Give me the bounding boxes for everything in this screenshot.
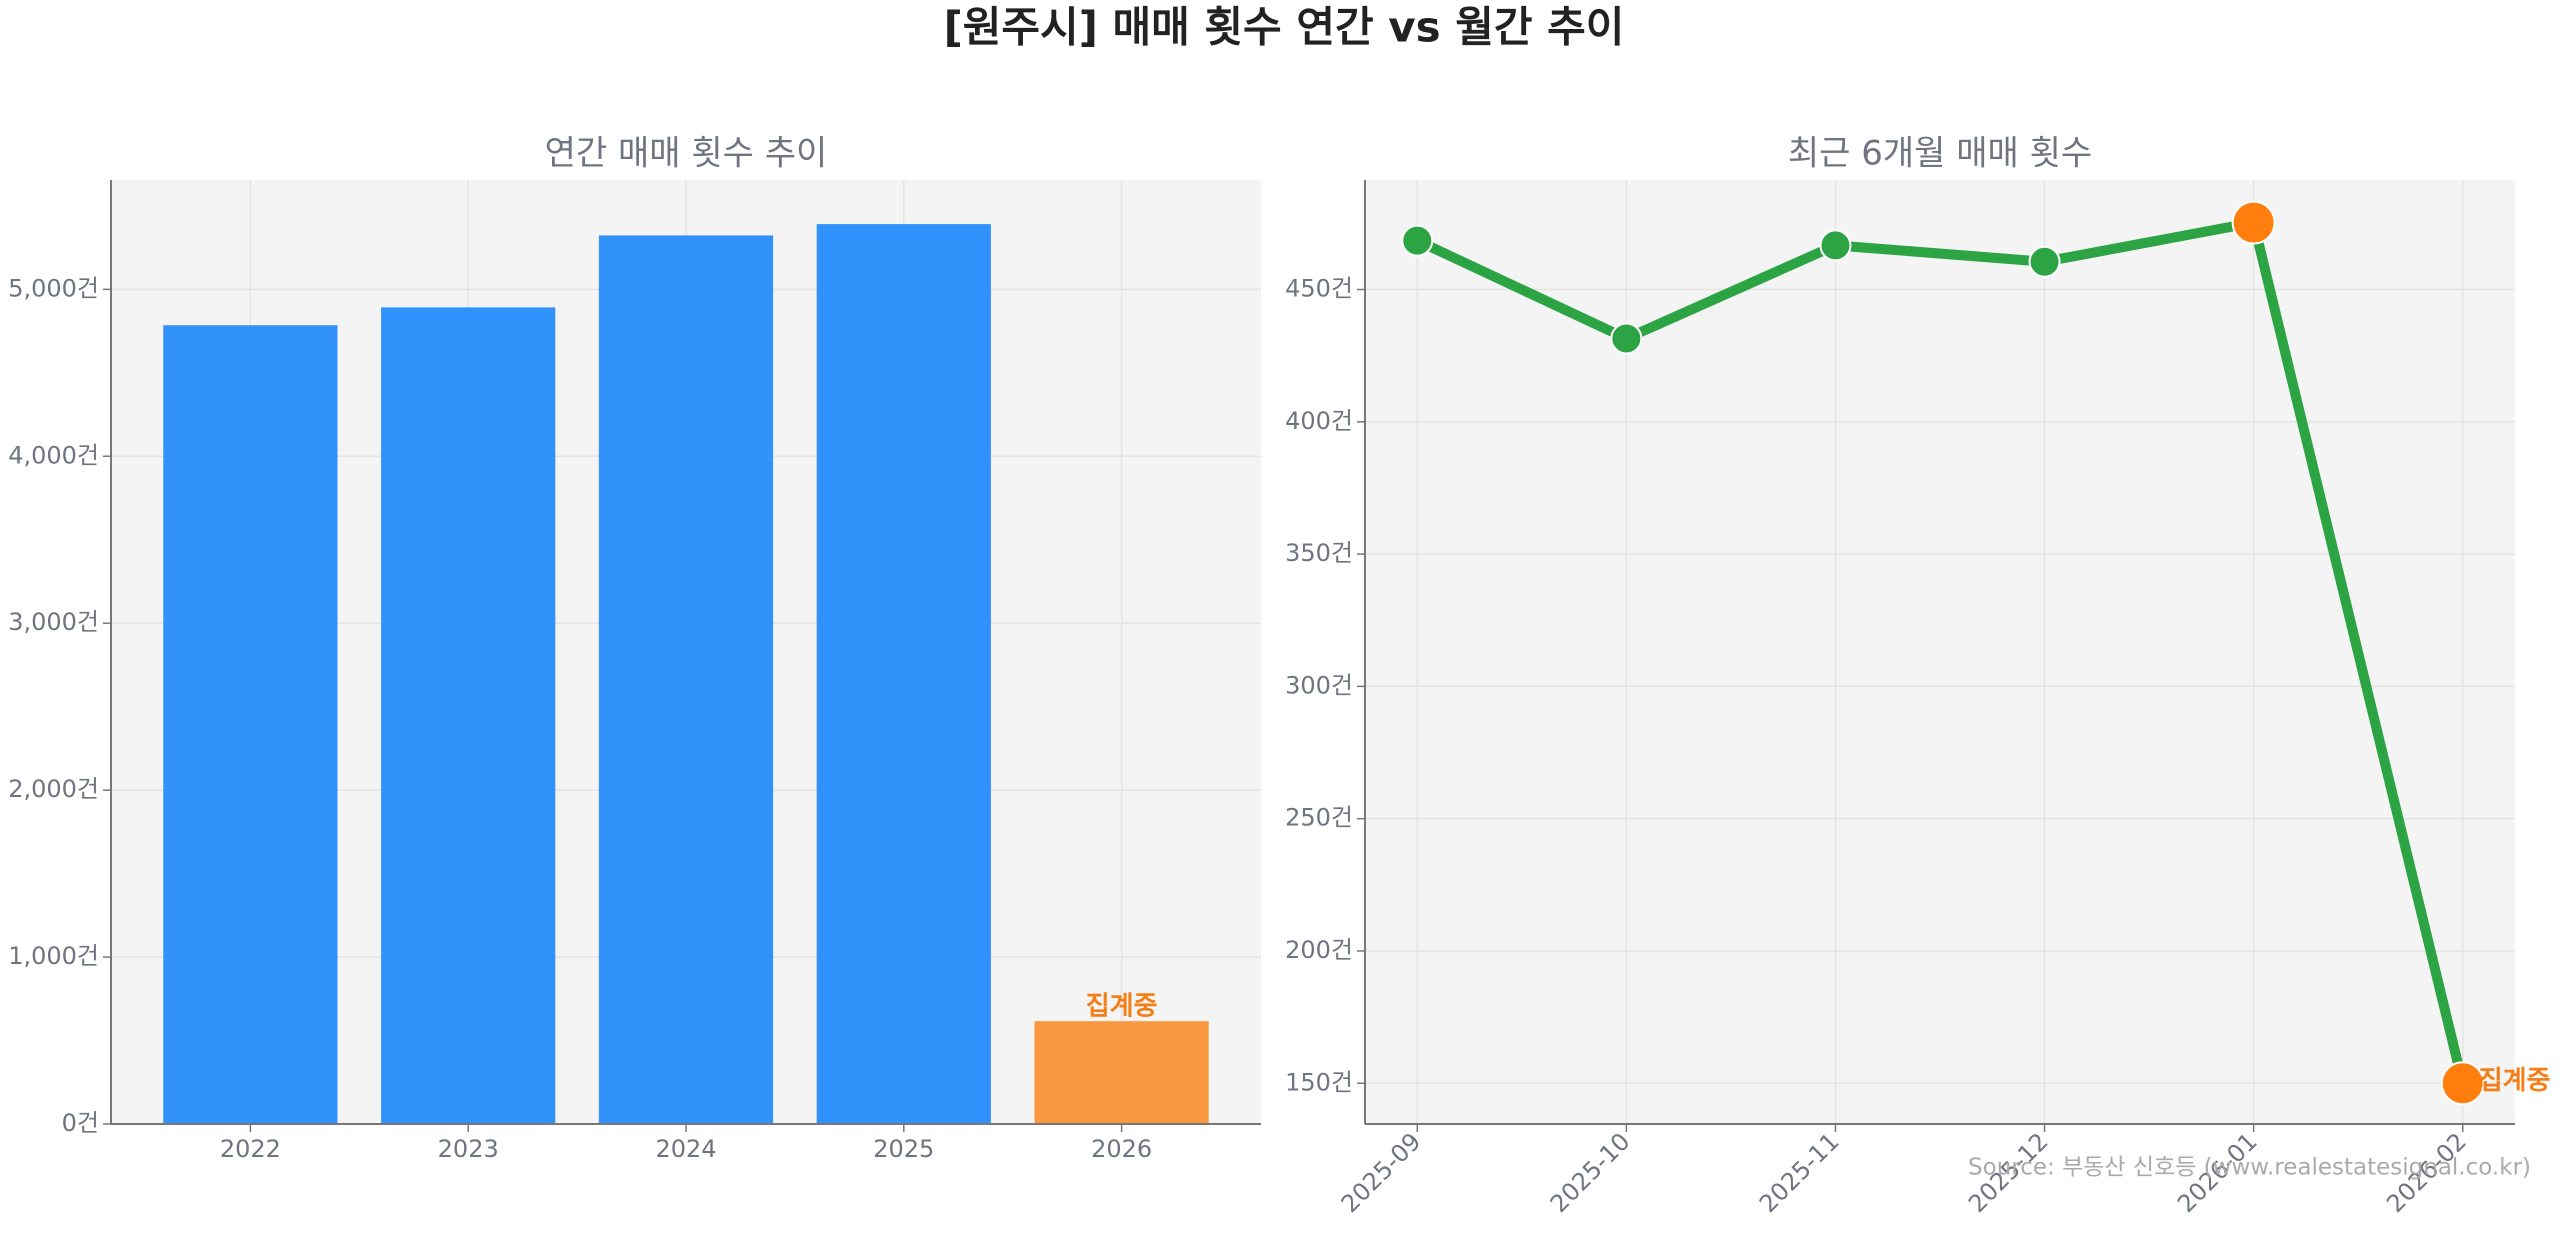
y-tick-label: 5,000건 <box>8 274 99 302</box>
marker <box>1610 322 1643 355</box>
y-tick-label: 400건 <box>1285 407 1353 435</box>
y-tick-label: 300건 <box>1285 671 1353 699</box>
subplot-title: 연간 매매 횟수 추이 <box>545 134 828 174</box>
bar <box>1034 1021 1209 1124</box>
bar <box>816 224 991 1125</box>
plot-area <box>1365 180 2515 1124</box>
x-tick-label: 2025 <box>873 1135 934 1163</box>
marker <box>2231 200 2276 245</box>
x-tick-label: 2025-11 <box>1754 1127 1845 1218</box>
marker <box>1401 224 1434 257</box>
subplot-title: 최근 6개월 매매 횟수 <box>1788 134 2092 174</box>
bar <box>163 325 338 1124</box>
annotation: 집계중 <box>2479 1066 2551 1096</box>
y-tick-label: 150건 <box>1285 1068 1353 1096</box>
x-tick-label: 2024 <box>655 1135 716 1163</box>
y-tick-label: 4,000건 <box>8 441 99 469</box>
x-tick-label: 2022 <box>220 1135 281 1163</box>
y-tick-label: 200건 <box>1285 936 1353 964</box>
line <box>1415 217 2468 1085</box>
x-tick-label: 2023 <box>438 1135 499 1163</box>
y-tick-label: 350건 <box>1285 539 1353 567</box>
y-tick-label: 0건 <box>62 1109 99 1137</box>
source-note: Source: 부동산 신호등 (www.realestatesignal.co… <box>1968 1155 2531 1181</box>
y-tick-label: 450건 <box>1285 275 1353 303</box>
x-tick-label: 2026 <box>1091 1135 1152 1163</box>
y-tick-label: 1,000건 <box>8 942 99 970</box>
x-tick-label: 2025-10 <box>1545 1127 1636 1218</box>
y-tick-label: 3,000건 <box>8 608 99 636</box>
x-tick-label: 2025-09 <box>1336 1127 1427 1218</box>
bar <box>381 307 556 1125</box>
y-tick-label: 2,000건 <box>8 775 99 803</box>
chart-title: [원주시] 매매 횟수 연간 vs 월간 추이 <box>944 3 1625 52</box>
annotation: 집계중 <box>1086 992 1158 1022</box>
marker <box>2440 1061 2485 1106</box>
y-tick-label: 250건 <box>1285 804 1353 832</box>
marker <box>2028 245 2061 278</box>
marker <box>1819 229 1852 262</box>
bar <box>598 235 774 1125</box>
